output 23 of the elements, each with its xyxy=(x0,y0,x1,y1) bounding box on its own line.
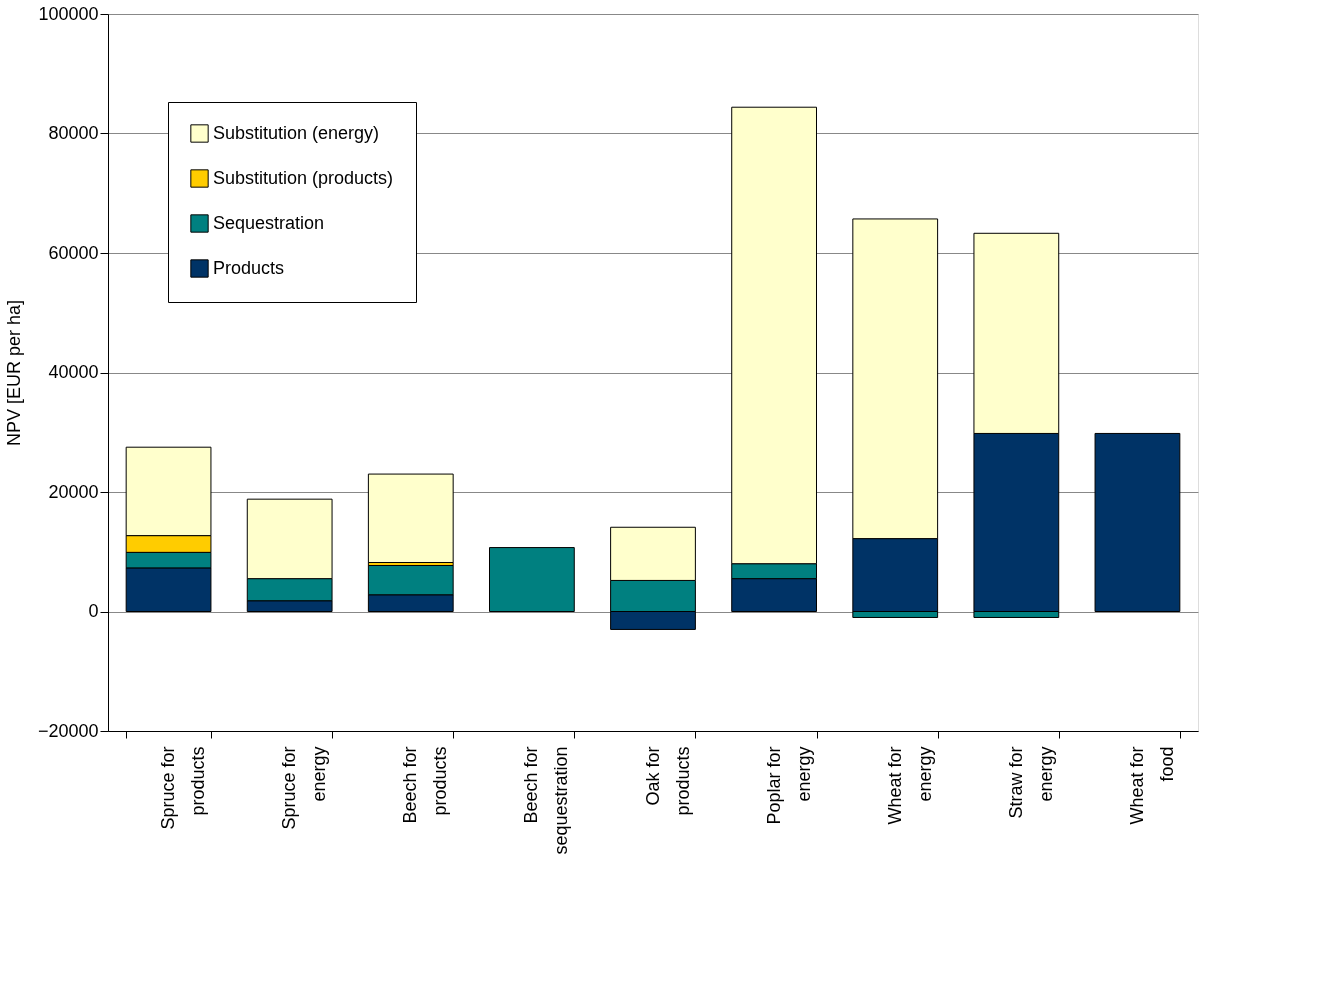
legend-label: Sequestration xyxy=(213,212,325,233)
x-tick-label: Oak for products xyxy=(642,746,693,816)
y-tick-label: 40000 xyxy=(48,362,99,382)
bar xyxy=(489,547,575,612)
x-tick-label: Wheat for energy xyxy=(884,746,935,825)
x-tick-label: Poplar for energy xyxy=(763,746,814,825)
bar xyxy=(1094,432,1181,612)
y-axis-title: NPV [EUR per ha] xyxy=(3,299,24,447)
y-tick-label: 60000 xyxy=(48,242,99,263)
x-tick-label: Wheat for food xyxy=(1126,746,1177,825)
legend-label: Substitution (energy) xyxy=(213,122,380,143)
x-tick-label: Spruce for products xyxy=(158,746,209,830)
x-tick-label: Straw for energy xyxy=(1005,746,1056,819)
legend-label: Products xyxy=(213,257,285,278)
x-tick-label: Spruce for energy xyxy=(279,746,330,830)
y-tick-label: 80000 xyxy=(48,123,99,143)
y-tick-label: −20000 xyxy=(37,720,99,741)
y-tick-label: 100000 xyxy=(38,3,99,24)
y-tick-label: 20000 xyxy=(48,481,99,502)
legend-label: Substitution (products) xyxy=(213,167,394,188)
y-tick-label: 0 xyxy=(88,601,99,621)
x-tick-label: Beech for products xyxy=(400,746,451,824)
bar xyxy=(367,473,454,564)
